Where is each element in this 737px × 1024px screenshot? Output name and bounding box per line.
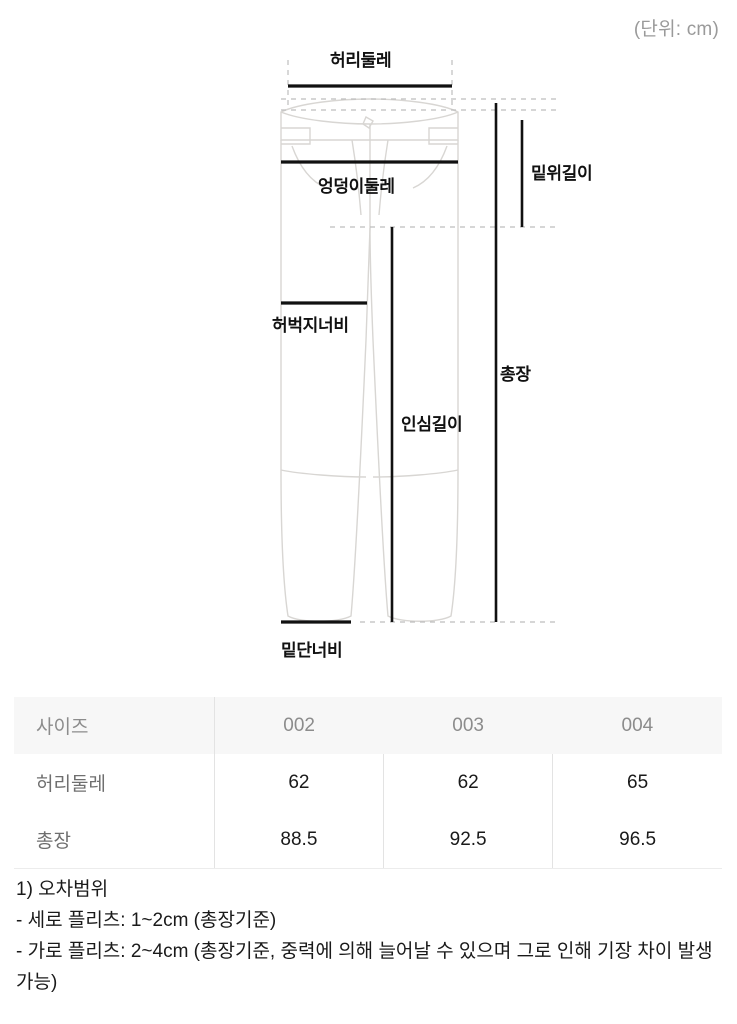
pants-illustration bbox=[280, 98, 459, 622]
size-table-body: 허리둘레 62 62 65 총장 88.5 92.5 96.5 bbox=[14, 754, 722, 869]
cell-waist-002: 62 bbox=[214, 754, 385, 811]
column-header-size: 사이즈 bbox=[14, 697, 215, 754]
size-table: 사이즈 002 003 004 허리둘레 62 62 65 총장 88.5 92… bbox=[14, 697, 722, 869]
column-header-003: 003 bbox=[383, 697, 553, 754]
cell-waist-004: 65 bbox=[627, 771, 649, 793]
table-row: 허리둘레 62 62 65 bbox=[14, 754, 722, 811]
column-header-004: 004 bbox=[552, 697, 722, 754]
unit-note: (단위: cm) bbox=[633, 19, 719, 40]
label-total-length: 총장 bbox=[500, 365, 531, 384]
pants-measurement-diagram: 허리둘레 엉덩이둘레 밑위길이 허벅지너비 총장 인심길이 밑단너비 bbox=[272, 51, 593, 660]
footnote-horizontal: - 가로 플리츠: 2~4cm (총장기준, 중력에 의해 늘어날 수 있으며 … bbox=[16, 941, 713, 993]
cell-total-length-003: 92.5 bbox=[383, 811, 554, 869]
label-rise: 밑위길이 bbox=[531, 164, 593, 183]
cell-total-length-002: 88.5 bbox=[214, 811, 385, 869]
footnote-title: 1) 오차범위 bbox=[16, 879, 109, 900]
label-thigh: 허벅지너비 bbox=[272, 316, 349, 335]
table-header-row: 사이즈 002 003 004 bbox=[14, 697, 722, 754]
size-table-head: 사이즈 002 003 004 bbox=[14, 697, 722, 754]
measure-lines bbox=[281, 84, 458, 624]
column-header-002: 002 bbox=[214, 697, 384, 754]
row-label-waist: 허리둘레 bbox=[14, 754, 215, 811]
measure-lines-vertical bbox=[390, 103, 524, 622]
cell-total-length-004: 96.5 bbox=[552, 811, 722, 869]
label-hem: 밑단너비 bbox=[281, 641, 343, 660]
label-waist: 허리둘레 bbox=[330, 51, 392, 70]
footnotes: 1) 오차범위 - 세로 플리츠: 1~2cm (총장기준) - 가로 플리츠:… bbox=[16, 874, 722, 998]
cell-waist-003: 62 bbox=[383, 754, 554, 811]
footnote-vertical: - 세로 플리츠: 1~2cm (총장기준) bbox=[16, 910, 277, 931]
label-inseam: 인심길이 bbox=[401, 415, 463, 434]
guide-lines bbox=[281, 60, 560, 623]
label-hip: 엉덩이둘레 bbox=[318, 177, 395, 196]
row-label-total-length: 총장 bbox=[14, 811, 215, 869]
table-row: 총장 88.5 92.5 96.5 bbox=[14, 811, 722, 869]
